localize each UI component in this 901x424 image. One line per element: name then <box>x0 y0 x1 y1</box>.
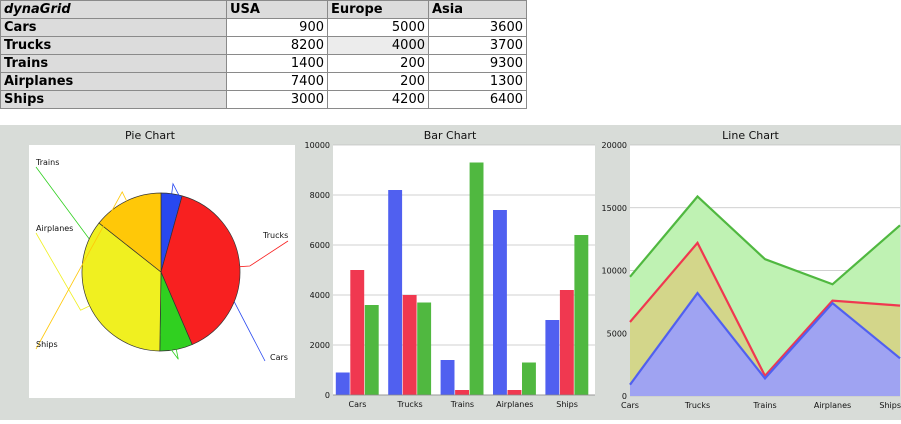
grid-row: Trains 1400 200 9300 <box>0 54 527 73</box>
bar <box>469 162 484 395</box>
grid-row: Ships 3000 4200 6400 <box>0 90 527 109</box>
line-x-tick-label: Cars <box>621 401 639 410</box>
line-x-tick-label: Trains <box>752 401 776 410</box>
bar <box>350 270 365 395</box>
grid-cell[interactable]: 900 <box>226 18 328 37</box>
pie-slice-label: Ships <box>36 340 58 349</box>
line-y-tick-label: 0 <box>622 392 627 401</box>
bar-y-tick-label: 4000 <box>310 291 330 300</box>
row-header[interactable]: Trucks <box>0 36 227 55</box>
pie-slice-label: Cars <box>270 353 288 362</box>
bar-y-tick-label: 2000 <box>310 341 330 350</box>
pie-leader-line <box>239 240 289 268</box>
line-chart: 0 5000 10000 15000 20000 Cars Trucks Trains Airp… <box>602 141 901 410</box>
bar-chart: 0 2000 4000 6000 8000 10000 Cars Trucks Trains Ai… <box>305 141 595 409</box>
series-line <box>629 240 901 378</box>
grid-cell[interactable]: 9300 <box>428 54 527 73</box>
line-y-tick-label: 15000 <box>602 204 627 213</box>
bar <box>440 360 455 395</box>
grid-cell[interactable]: 1400 <box>226 54 328 73</box>
pie-slice <box>81 222 162 352</box>
grid-cell[interactable]: 8200 <box>226 36 328 55</box>
bar-x-tick-label: Trains <box>450 400 474 409</box>
column-header[interactable]: Asia <box>428 0 527 19</box>
bar <box>417 302 432 395</box>
pie-slice-label: Trains <box>35 158 59 167</box>
line-x-tick-label: Airplanes <box>814 401 851 410</box>
line-chart-title: Line Chart <box>722 129 779 142</box>
row-header[interactable]: Airplanes <box>0 72 227 91</box>
line-x-tick-label: Ships <box>879 401 901 410</box>
line-y-tick-label: 5000 <box>607 329 627 338</box>
row-header[interactable]: Ships <box>0 90 227 109</box>
bar-chart-title: Bar Chart <box>423 129 477 142</box>
bar-y-tick-label: 8000 <box>310 191 330 200</box>
bar-x-tick-label: Cars <box>349 400 367 409</box>
bar <box>522 362 536 395</box>
grid-cell[interactable]: 7400 <box>226 72 328 91</box>
bar-x-tick-label: Trucks <box>396 400 422 409</box>
grid-cell[interactable]: 3000 <box>226 90 328 109</box>
line-y-tick-label: 20000 <box>602 141 627 150</box>
pie-slice-label: Trucks <box>262 231 288 240</box>
grid-cell[interactable]: 5000 <box>327 18 429 37</box>
grid-cell[interactable]: 6400 <box>428 90 527 109</box>
grid-title[interactable]: dynaGrid <box>0 0 227 19</box>
column-header[interactable]: USA <box>226 0 328 19</box>
grid-cell[interactable]: 200 <box>327 54 429 73</box>
bar <box>455 390 469 395</box>
series-line <box>629 194 901 286</box>
data-grid: dynaGrid USA Europe Asia Cars 900 5000 3… <box>0 0 527 109</box>
line-y-tick-label: 10000 <box>602 267 627 276</box>
grid-cell[interactable]: 3700 <box>428 36 527 55</box>
bar <box>402 295 417 395</box>
bar-y-tick-label: 10000 <box>305 141 330 150</box>
bar <box>493 210 507 395</box>
bar <box>364 305 379 395</box>
grid-cell[interactable]: 3600 <box>428 18 527 37</box>
pie-chart-title: Pie Chart <box>125 129 175 142</box>
row-header[interactable]: Trains <box>0 54 227 73</box>
bar <box>574 235 589 395</box>
bar-y-tick-label: 0 <box>325 391 330 400</box>
pie-leader-line <box>35 232 90 311</box>
grid-row: Cars 900 5000 3600 <box>0 18 527 37</box>
line-x-tick-label: Trucks <box>684 401 710 410</box>
bar <box>335 372 350 395</box>
pie-slice <box>160 195 241 346</box>
grid-row: Airplanes 7400 200 1300 <box>0 72 527 91</box>
bar-y-tick-label: 6000 <box>310 241 330 250</box>
pie-chart: Cars Trucks Trains Airplanes Ships <box>29 145 295 398</box>
bar <box>388 190 403 395</box>
area-fill <box>630 293 900 396</box>
pie-slice-label: Airplanes <box>36 224 73 233</box>
bar-x-tick-label: Airplanes <box>496 400 533 409</box>
series-line <box>629 291 901 386</box>
bar <box>545 320 560 395</box>
row-header[interactable]: Cars <box>0 18 227 37</box>
grid-cell[interactable]: 200 <box>327 72 429 91</box>
pie-leader-line <box>35 166 179 360</box>
grid-header-row: dynaGrid USA Europe Asia <box>0 0 527 19</box>
grid-cell[interactable]: 1300 <box>428 72 527 91</box>
grid-row: Trucks 8200 4000 3700 <box>0 36 527 55</box>
bar <box>507 390 522 395</box>
grid-cell[interactable]: 4200 <box>327 90 429 109</box>
pie-chart-panel: Pie Chart Cars Trucks Trains Airplanes Ships <box>0 125 300 420</box>
grid-cell-selected[interactable]: 4000 <box>327 36 429 55</box>
bar-chart-panel: Bar Chart 0 2000 4000 6000 8000 10000 Cars Truc… <box>300 125 600 420</box>
bar <box>559 290 574 395</box>
bar-x-tick-label: Ships <box>556 400 578 409</box>
column-header[interactable]: Europe <box>327 0 429 19</box>
line-chart-panel: Line Chart 0 5000 10000 15000 20000 Cars Truck… <box>600 125 901 420</box>
pie-leader-line <box>35 191 127 350</box>
